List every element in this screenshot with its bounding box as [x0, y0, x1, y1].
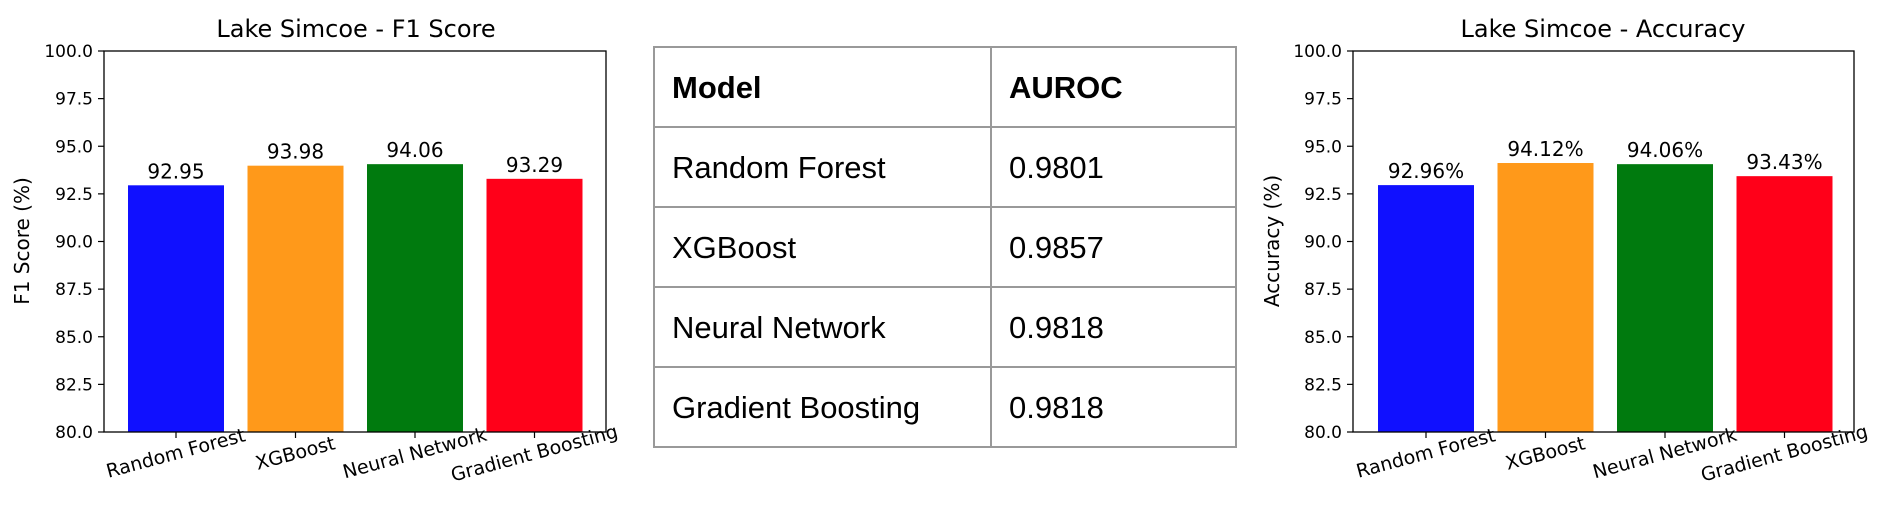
accuracy-bar-value-label: 94.12%: [1507, 137, 1583, 161]
f1-bar-value-label: 94.06: [386, 138, 443, 162]
accuracy-y-tick-label: 90.0: [1304, 233, 1342, 253]
accuracy-bar: [1497, 163, 1594, 433]
accuracy-y-tick-label: 97.5: [1304, 90, 1342, 110]
table-grid-lines: [653, 46, 1237, 448]
table-auroc-cell: 0.9818: [1009, 390, 1104, 425]
table-model-cell: Random Forest: [672, 150, 886, 185]
f1-bars: [128, 164, 583, 433]
accuracy-y-tick-label: 87.5: [1304, 280, 1342, 300]
f1-score-chart: Lake Simcoe - F1 Score F1 Score (%) 80.0…: [10, 15, 620, 486]
f1-y-tick-label: 85.0: [55, 328, 93, 348]
auroc-table: Model AUROC Random Forest 0.9801 XGBoost 0.98…: [653, 46, 1237, 448]
f1-y-tick-label: 82.5: [55, 375, 93, 395]
accuracy-y-tick-label: 85.0: [1304, 328, 1342, 348]
table-model-cell: Gradient Boosting: [672, 390, 920, 425]
f1-bar-value-label: 93.98: [267, 140, 324, 164]
table-auroc-cell: 0.9801: [1009, 150, 1104, 185]
f1-bar: [128, 185, 224, 432]
accuracy-value-labels: 92.96% 94.12% 94.06% 93.43%: [1388, 137, 1823, 183]
table-model-cell: XGBoost: [672, 230, 796, 265]
f1-y-tick-label: 92.5: [55, 185, 93, 205]
accuracy-chart-title: Lake Simcoe - Accuracy: [1461, 15, 1746, 43]
f1-y-axis-label: F1 Score (%): [10, 177, 34, 305]
f1-chart-title: Lake Simcoe - F1 Score: [216, 15, 495, 43]
f1-y-tick-label: 87.5: [55, 280, 93, 300]
table-auroc-cell: 0.9818: [1009, 310, 1104, 345]
table-border: [653, 46, 1237, 448]
f1-y-tick-label: 80.0: [55, 423, 93, 443]
f1-y-tick-label: 100.0: [44, 42, 93, 62]
f1-category-label: XGBoost: [253, 432, 337, 474]
accuracy-y-tick-label: 92.5: [1304, 185, 1342, 205]
accuracy-category-label: XGBoost: [1503, 432, 1587, 474]
f1-bar: [367, 164, 463, 433]
f1-bar: [486, 178, 583, 432]
f1-bar-value-label: 92.95: [147, 159, 204, 183]
accuracy-y-tick-label: 80.0: [1304, 423, 1342, 443]
f1-bar: [247, 165, 344, 432]
accuracy-bar: [1617, 164, 1713, 433]
accuracy-bars: [1378, 163, 1833, 433]
f1-bar-value-label: 93.29: [506, 153, 563, 177]
accuracy-y-tick-label: 95.0: [1304, 137, 1342, 157]
accuracy-bar: [1378, 185, 1474, 432]
table-auroc-cell: 0.9857: [1009, 230, 1104, 265]
f1-y-tick-label: 95.0: [55, 137, 93, 157]
f1-y-tick-label: 97.5: [55, 90, 93, 110]
f1-y-ticks: 80.0 82.5 85.0 87.5 90.0 92.5 95.0 97.5 100.0: [44, 42, 104, 443]
accuracy-bar-value-label: 93.43%: [1746, 150, 1822, 174]
table-cells: Model AUROC Random Forest 0.9801 XGBoost 0.98…: [672, 70, 1123, 425]
accuracy-chart: Lake Simcoe - Accuracy Accuracy (%) 80.0…: [1260, 15, 1870, 486]
table-model-cell: Neural Network: [672, 310, 886, 345]
f1-plot-frame: [103, 50, 607, 433]
table-header-cell: AUROC: [1009, 70, 1123, 105]
accuracy-bar-value-label: 92.96%: [1388, 159, 1464, 183]
accuracy-y-ticks: 80.0 82.5 85.0 87.5 90.0 92.5 95.0 97.5 100.0: [1293, 42, 1353, 443]
f1-value-labels: 92.95 93.98 94.06 93.29: [147, 138, 563, 183]
accuracy-y-tick-label: 100.0: [1293, 42, 1342, 62]
f1-y-tick-label: 90.0: [55, 233, 93, 253]
table-header-cell: Model: [672, 70, 762, 105]
accuracy-bar: [1736, 176, 1833, 432]
accuracy-y-axis-label: Accuracy (%): [1260, 175, 1284, 307]
accuracy-bar-value-label: 94.06%: [1627, 138, 1703, 162]
accuracy-plot-frame: [1352, 50, 1855, 433]
accuracy-y-tick-label: 82.5: [1304, 375, 1342, 395]
